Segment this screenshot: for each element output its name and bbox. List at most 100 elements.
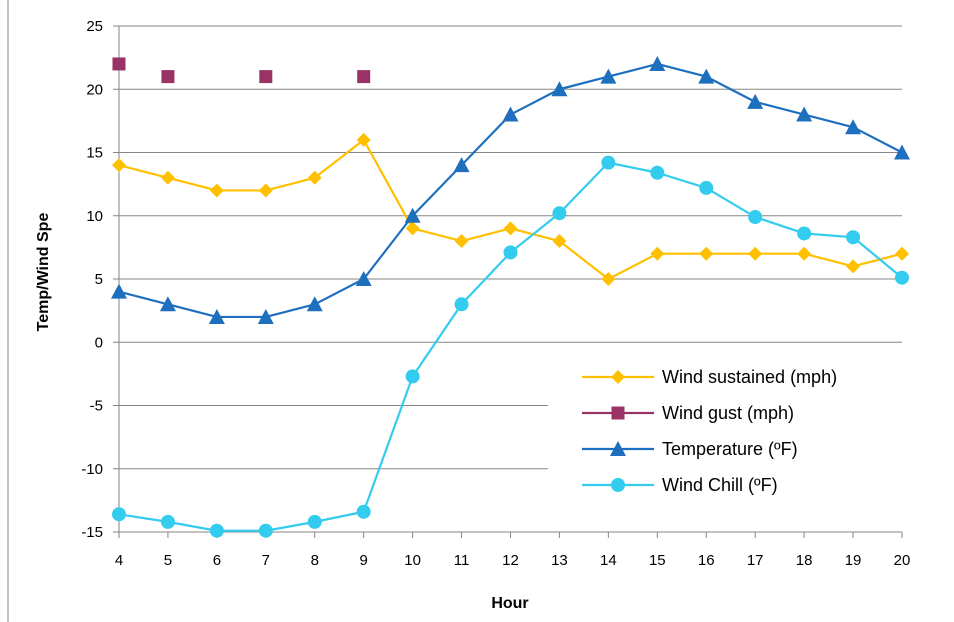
data-point-diamond: [356, 132, 371, 147]
data-point-triangle: [894, 144, 910, 160]
data-point-diamond: [797, 246, 812, 261]
data-point-circle: [699, 180, 714, 195]
data-point-circle: [748, 210, 763, 225]
legend-label: Wind sustained (mph): [662, 367, 837, 387]
gridlines: [119, 25, 902, 470]
data-point-circle: [846, 230, 861, 245]
data-point-diamond: [846, 259, 861, 274]
series-wind-chill: [112, 155, 909, 538]
data-point-diamond: [650, 246, 665, 261]
legend-label: Wind Chill (ºF): [662, 475, 778, 495]
data-point-triangle: [306, 296, 323, 312]
y-tick-label: 20: [86, 81, 103, 98]
axes: -15 -10 -5 0 5 10 15 20 25 4 5 6 7 8 9 10 11 12 13 14 15 16 17…: [81, 18, 910, 569]
data-point-circle: [552, 206, 567, 221]
data-point-diamond: [503, 221, 518, 236]
x-tick-label: 14: [600, 552, 617, 569]
data-point-circle: [405, 369, 420, 384]
data-point-triangle: [747, 93, 764, 109]
data-point-triangle: [600, 68, 617, 84]
y-tick-label: 25: [86, 18, 103, 35]
data-point-triangle: [649, 55, 666, 71]
series: [111, 55, 910, 538]
data-point-triangle: [502, 106, 519, 122]
y-tick-label: -5: [90, 398, 103, 415]
legend-item: Temperature (ºF): [582, 439, 798, 459]
data-point-circle: [160, 514, 175, 529]
legend-item: Wind Chill (ºF): [582, 475, 778, 495]
data-point-triangle: [111, 283, 127, 299]
data-point-circle: [112, 507, 126, 522]
data-point-circle: [454, 297, 469, 312]
data-point-circle: [601, 155, 616, 170]
legend-item: Wind gust (mph): [582, 403, 794, 423]
x-axis-title: Hour: [491, 595, 528, 612]
x-tick-label: 17: [747, 552, 764, 569]
data-point-diamond: [307, 170, 322, 185]
y-tick-label: 5: [95, 271, 103, 288]
data-point-circle: [503, 245, 518, 260]
x-tick-label: 11: [454, 552, 470, 569]
x-tick-label: 9: [360, 552, 368, 569]
y-tick-label: -10: [81, 461, 103, 478]
x-tick-label: 20: [894, 552, 911, 569]
x-tick-label: 16: [698, 552, 715, 569]
data-point-triangle: [355, 271, 372, 286]
legend: Wind sustained (mph) Wind gust (mph) Tempe…: [582, 367, 837, 495]
legend-swatch-marker: [611, 478, 625, 492]
legend-label: Temperature (ºF): [662, 439, 798, 459]
data-point-circle: [307, 514, 322, 529]
data-point-diamond: [160, 170, 175, 185]
legend-label: Wind gust (mph): [662, 403, 794, 423]
legend-swatch-marker: [611, 406, 625, 420]
y-tick-label: 0: [95, 334, 103, 351]
data-point-triangle: [796, 106, 813, 122]
data-point-diamond: [405, 221, 420, 236]
x-tick-label: 18: [796, 552, 813, 569]
data-point-circle: [895, 270, 909, 285]
data-point-triangle: [698, 68, 715, 84]
legend-item: Wind sustained (mph): [582, 367, 837, 387]
series-temperature: [111, 55, 910, 324]
data-point-diamond: [552, 234, 567, 249]
x-tick-label: 4: [115, 552, 123, 569]
data-point-triangle: [845, 119, 862, 135]
x-tick-label: 8: [311, 552, 319, 569]
series-wind-gust: [112, 57, 371, 84]
data-point-square: [112, 57, 126, 71]
series-wind-sustained: [112, 132, 909, 286]
data-point-circle: [650, 165, 665, 180]
legend-swatch-marker: [611, 370, 625, 384]
data-point-triangle: [208, 308, 225, 324]
data-point-diamond: [112, 158, 126, 173]
data-point-diamond: [209, 183, 224, 198]
data-point-circle: [258, 523, 273, 538]
legend-swatch-marker: [610, 441, 626, 456]
data-point-square: [259, 70, 273, 84]
data-point-triangle: [257, 308, 274, 324]
x-tick-label: 15: [649, 552, 666, 569]
x-tick-label: 6: [213, 552, 221, 569]
x-tick-label: 10: [404, 552, 421, 569]
data-point-circle: [209, 523, 224, 538]
x-tick-label: 7: [262, 552, 270, 569]
data-point-circle: [797, 226, 812, 241]
y-axis-title: Temp/Wind Spe: [35, 213, 52, 332]
y-tick-label: 15: [86, 145, 103, 162]
data-point-diamond: [699, 246, 714, 261]
x-tick-label: 13: [551, 552, 568, 569]
data-point-square: [357, 70, 371, 84]
data-point-diamond: [601, 272, 616, 286]
x-tick-label: 5: [164, 552, 172, 569]
y-tick-label: 10: [86, 208, 103, 225]
y-tick-label: -15: [81, 524, 103, 541]
data-point-triangle: [404, 207, 421, 223]
data-point-circle: [356, 504, 371, 519]
data-point-triangle: [551, 81, 568, 97]
data-point-diamond: [748, 246, 763, 261]
data-point-square: [161, 70, 175, 84]
data-point-triangle: [159, 296, 176, 312]
data-point-triangle: [453, 157, 470, 173]
